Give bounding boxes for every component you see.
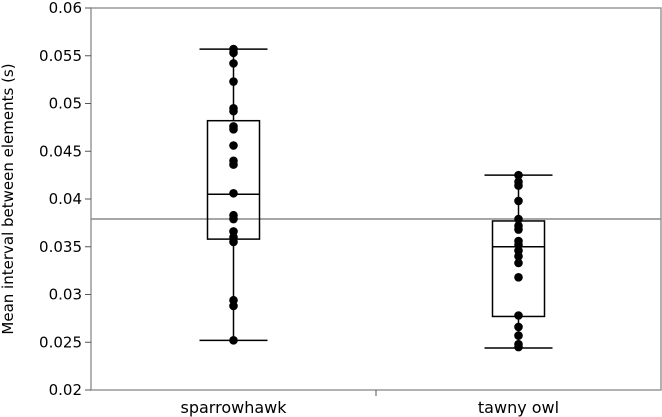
box-sparrowhawk (199, 44, 268, 345)
data-point (229, 59, 238, 68)
x-axis-ticks: sparrowhawk tawny owl (181, 390, 559, 417)
data-point (514, 196, 523, 206)
data-point (514, 225, 523, 234)
data-point (514, 170, 523, 180)
data-point (514, 258, 523, 268)
y-tick-label: 0.04 (49, 190, 82, 208)
data-point (514, 342, 523, 352)
plot-frame (90, 7, 662, 391)
iqr-box (491, 220, 546, 318)
y-axis-ticks: 0.06 0.055 0.05 0.045 0.04 0.035 0.03 0.025 0.02 (39, 0, 91, 399)
y-tick-label: 0.02 (49, 381, 82, 399)
y-tick-label: 0.035 (39, 238, 82, 256)
y-tick-label: 0.06 (49, 0, 82, 17)
box-tawny-owl (484, 170, 553, 352)
data-point (514, 273, 523, 282)
data-point (229, 188, 238, 198)
data-point (229, 141, 238, 150)
y-tick-label: 0.045 (39, 142, 82, 160)
x-category-label: sparrowhawk (181, 398, 288, 417)
data-point (229, 214, 238, 224)
data-point (229, 237, 238, 247)
y-tick-label: 0.05 (49, 95, 82, 113)
y-axis-title: Mean interval between elements (s) (0, 63, 17, 334)
x-category-label: tawny owl (478, 398, 559, 417)
y-tick-label: 0.055 (39, 47, 82, 65)
data-point (514, 251, 523, 261)
data-point (229, 301, 238, 311)
data-point (514, 181, 523, 190)
y-tick-label: 0.03 (49, 286, 82, 304)
data-point (229, 124, 238, 134)
y-tick-label: 0.025 (39, 333, 82, 351)
data-point (229, 336, 238, 345)
data-point (514, 214, 523, 224)
data-point (229, 48, 238, 58)
data-point (514, 322, 523, 332)
data-point (514, 331, 523, 340)
data-point (229, 160, 238, 169)
data-point (229, 106, 238, 116)
data-point (514, 311, 523, 320)
boxes-group (199, 44, 553, 352)
data-point (229, 77, 238, 86)
